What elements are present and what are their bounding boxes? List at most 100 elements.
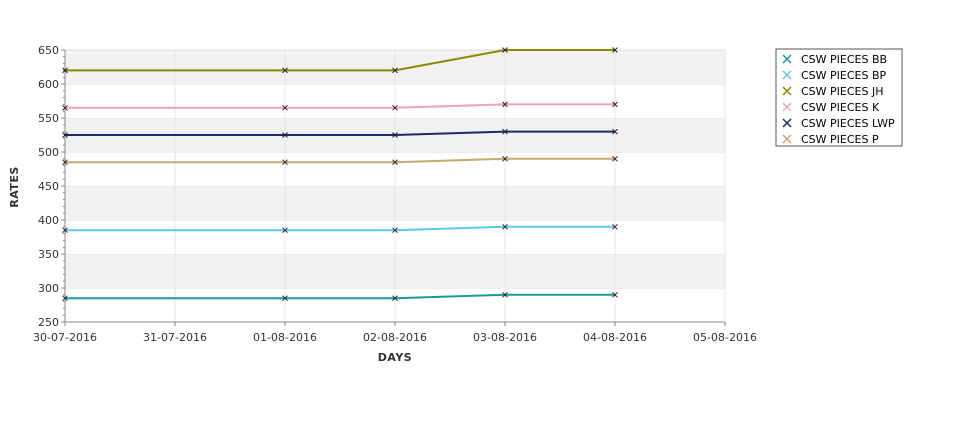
marker-stroke (62, 104, 68, 111)
legend-box (775, 48, 903, 147)
data-point-marker (62, 104, 68, 111)
data-point-marker (612, 47, 618, 53)
vertical-gridlines (174, 50, 726, 322)
series-group (62, 223, 618, 234)
legend-item: CSW PIECES LWP (782, 117, 895, 130)
legend-marker (782, 134, 792, 144)
data-point-marker (282, 104, 288, 111)
marker-stroke (612, 223, 618, 230)
legend-marker (782, 70, 792, 80)
marker-stroke (282, 67, 288, 74)
marker-stroke (392, 132, 398, 138)
data-point-marker (502, 291, 508, 298)
data-point-marker (612, 223, 618, 230)
marker-stroke (502, 155, 508, 162)
legend-item: CSW PIECES K (782, 101, 880, 114)
data-point-marker (282, 159, 288, 166)
data-point-marker (392, 67, 398, 74)
series-layer (62, 47, 618, 302)
data-point-marker (502, 47, 508, 53)
legend-marker (782, 102, 792, 112)
marker-stroke (62, 159, 68, 166)
marker-stroke (392, 159, 398, 166)
y-tick-label: 250 (38, 316, 59, 329)
data-point-marker (502, 155, 508, 162)
series-group (62, 291, 618, 302)
y-tick-labels: 250 300 350 400 450 500 550 600 650 (38, 44, 59, 329)
y-axis-label: RATES (8, 166, 21, 208)
y-tick-label: 600 (38, 78, 59, 91)
marker-stroke (282, 132, 288, 138)
marker-stroke (392, 295, 398, 302)
legend-label: CSW PIECES K (801, 101, 880, 114)
data-point-marker (612, 155, 618, 162)
marker-stroke (612, 291, 618, 298)
data-point-marker (502, 101, 508, 108)
legend: CSW PIECES BB CSW PIECES BP CSW PIECES JH C… (775, 48, 903, 147)
legend-marker (782, 86, 792, 96)
legend-item: CSW PIECES BB (782, 53, 887, 66)
legend-label: CSW PIECES BB (801, 53, 887, 66)
y-tick-label: 450 (38, 180, 59, 193)
series-group (62, 155, 618, 166)
series-group (62, 128, 618, 138)
x-axis-label: DAYS (378, 351, 412, 364)
legend-label: CSW PIECES BP (801, 69, 887, 82)
y-tick-label: 400 (38, 214, 59, 227)
marker-stroke (282, 104, 288, 111)
marker-stroke (282, 159, 288, 166)
marker-stroke (392, 104, 398, 111)
legend-item: CSW PIECES BP (782, 69, 887, 82)
y-tick-label: 500 (38, 146, 59, 159)
x-tick-label: 30-07-2016 (33, 331, 97, 344)
legend-marker (782, 54, 792, 64)
axes (61, 49, 726, 326)
legend-item: CSW PIECES P (782, 133, 879, 146)
x-tick-label: 03-08-2016 (473, 331, 537, 344)
data-point-marker (612, 101, 618, 108)
marker-stroke (392, 67, 398, 74)
data-point-marker (392, 159, 398, 166)
y-tick-label: 300 (38, 282, 59, 295)
legend-label: CSW PIECES LWP (801, 117, 895, 130)
data-point-marker (392, 132, 398, 138)
data-point-marker (502, 223, 508, 230)
legend-item: CSW PIECES JH (782, 85, 884, 98)
data-point-marker (392, 295, 398, 302)
series-group (62, 47, 618, 74)
data-point-marker (282, 132, 288, 138)
data-point-marker (282, 227, 288, 234)
data-point-marker (62, 132, 68, 138)
data-point-marker (282, 295, 288, 302)
data-point-marker (62, 227, 68, 234)
data-point-marker (282, 67, 288, 74)
data-point-marker (392, 104, 398, 111)
legend-label: CSW PIECES P (801, 133, 879, 146)
marker-stroke (392, 227, 398, 234)
x-tick-label: 02-08-2016 (363, 331, 427, 344)
series-group (62, 101, 618, 111)
marker-stroke (612, 101, 618, 108)
data-point-marker (612, 128, 618, 135)
x-tick-label: 04-08-2016 (583, 331, 647, 344)
marker-stroke (502, 128, 508, 135)
marker-stroke (502, 223, 508, 230)
marker-stroke (502, 101, 508, 108)
y-tick-label: 550 (38, 112, 59, 125)
marker-stroke (282, 295, 288, 302)
x-tick-label: 01-08-2016 (253, 331, 317, 344)
marker-stroke (612, 128, 618, 135)
data-point-marker (502, 128, 508, 135)
x-tick-label: 31-07-2016 (143, 331, 207, 344)
data-point-marker (62, 159, 68, 166)
marker-stroke (612, 47, 618, 53)
y-tick-label: 650 (38, 44, 59, 57)
data-point-marker (612, 291, 618, 298)
marker-stroke (62, 295, 68, 302)
legend-marker (782, 118, 792, 128)
marker-stroke (612, 155, 618, 162)
marker-stroke (62, 132, 68, 138)
legend-label: CSW PIECES JH (801, 85, 884, 98)
